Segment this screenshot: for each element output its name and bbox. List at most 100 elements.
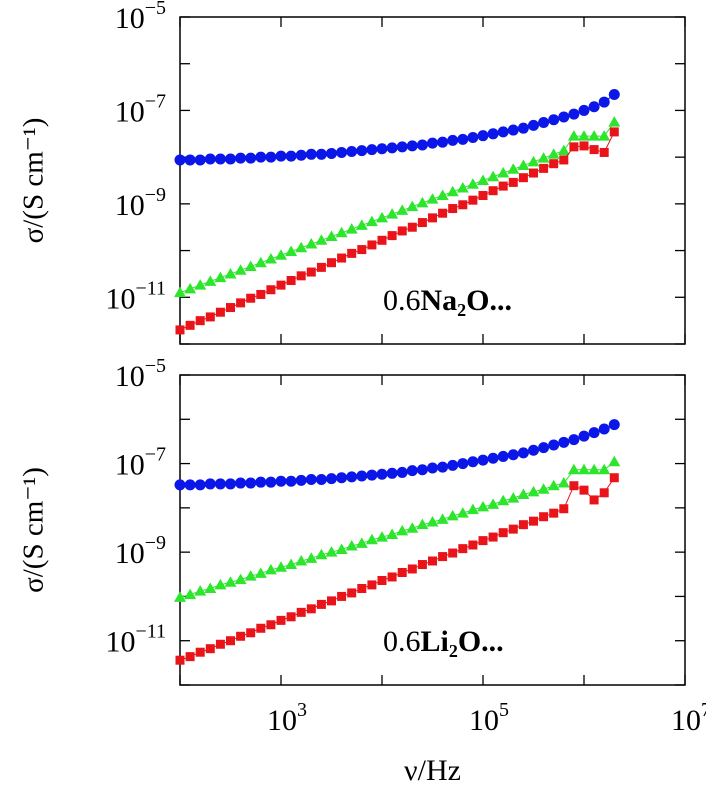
data-point xyxy=(214,271,227,283)
data-point xyxy=(559,504,569,514)
data-point xyxy=(416,518,429,530)
data-point xyxy=(377,235,387,245)
data-point xyxy=(517,122,529,134)
data-point xyxy=(437,136,449,148)
data-point xyxy=(365,533,378,545)
data-point xyxy=(295,241,308,253)
data-point xyxy=(376,531,388,542)
tick-label-base: 10 xyxy=(671,704,701,737)
data-point xyxy=(579,141,589,151)
data-point xyxy=(235,477,247,489)
data-point xyxy=(468,195,478,205)
data-point xyxy=(518,173,528,183)
data-point xyxy=(456,181,469,193)
data-point xyxy=(488,532,498,542)
tick-label-exponent: 7 xyxy=(701,699,706,721)
data-point xyxy=(305,552,318,563)
data-point xyxy=(315,473,327,485)
data-point xyxy=(214,478,226,490)
data-point xyxy=(174,286,186,298)
data-point xyxy=(397,226,407,236)
tick-label-base: 10 xyxy=(115,360,145,393)
data-point xyxy=(487,452,499,464)
data-point xyxy=(345,539,358,551)
data-point xyxy=(204,153,216,165)
y-tick-label: 10−5 xyxy=(115,355,166,393)
data-point xyxy=(599,488,609,498)
data-point xyxy=(436,189,449,200)
data-point xyxy=(355,537,368,548)
plot-frame xyxy=(179,16,686,345)
data-point xyxy=(517,488,530,500)
data-point xyxy=(497,167,510,178)
data-point xyxy=(367,580,377,590)
tick-label-exponent: −11 xyxy=(135,621,166,643)
data-point xyxy=(326,258,336,268)
data-point xyxy=(406,522,419,533)
data-point xyxy=(255,151,267,163)
data-point xyxy=(345,223,358,234)
data-point xyxy=(236,631,246,641)
data-point xyxy=(204,275,217,286)
data-point xyxy=(325,147,337,159)
data-point xyxy=(608,89,620,101)
data-point xyxy=(468,540,478,550)
y-axis-label: σ/(S cm⁻¹) xyxy=(18,467,50,593)
data-point xyxy=(376,143,388,155)
y-axis-label: σ/(S cm⁻¹) xyxy=(18,118,50,244)
data-point xyxy=(254,567,267,578)
data-point xyxy=(406,140,418,152)
data-point xyxy=(204,582,217,594)
tick-label-exponent: −5 xyxy=(145,0,166,19)
data-point xyxy=(396,524,409,536)
data-point xyxy=(487,170,500,182)
data-point xyxy=(174,591,186,602)
data-point xyxy=(478,536,488,546)
tick-label-base: 10 xyxy=(105,626,135,659)
data-point xyxy=(236,298,246,308)
data-point xyxy=(325,473,337,485)
data-point xyxy=(458,200,468,210)
data-point xyxy=(376,468,388,480)
data-point xyxy=(569,142,579,152)
data-point xyxy=(336,472,348,484)
data-point xyxy=(225,303,235,313)
data-point xyxy=(426,193,439,204)
data-point xyxy=(448,548,458,558)
data-point xyxy=(588,463,601,475)
data-point xyxy=(548,114,560,126)
tick-label-exponent: 3 xyxy=(297,699,307,721)
data-point xyxy=(426,516,439,527)
data-point xyxy=(306,604,316,614)
data-point xyxy=(285,150,297,162)
data-point xyxy=(578,430,590,442)
data-point xyxy=(365,215,378,227)
data-point xyxy=(357,584,367,594)
tick-label-base: 10 xyxy=(115,95,145,128)
plot-frame xyxy=(179,374,686,686)
data-point xyxy=(539,163,549,173)
data-point xyxy=(538,442,550,454)
data-point xyxy=(306,267,316,277)
data-point xyxy=(215,639,225,649)
tick-label-exponent: −11 xyxy=(135,277,166,299)
data-point xyxy=(477,174,489,186)
data-point xyxy=(549,508,559,518)
data-point xyxy=(466,503,479,515)
data-point xyxy=(458,544,468,554)
data-point xyxy=(517,447,529,459)
data-point xyxy=(205,312,215,322)
data-point xyxy=(567,463,580,475)
data-point xyxy=(507,124,519,136)
data-point xyxy=(305,148,317,160)
data-point xyxy=(578,130,590,141)
annotation: 0.6Na₂O... xyxy=(383,284,512,317)
data-point xyxy=(356,145,368,157)
data-point xyxy=(387,231,397,241)
data-point xyxy=(296,607,306,617)
data-point xyxy=(387,572,397,582)
data-point xyxy=(397,567,407,577)
annotation-part: Li₂O... xyxy=(421,625,504,658)
